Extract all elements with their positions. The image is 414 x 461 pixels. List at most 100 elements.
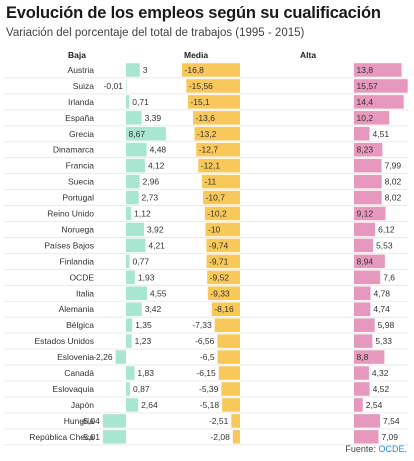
series-header-alta: Alta <box>300 50 316 60</box>
value-label-alta-paises-bajos: 5,53 <box>376 240 393 250</box>
value-label-alta-noruega: 6,12 <box>378 224 395 234</box>
source-suffix: . <box>404 444 407 454</box>
source-prefix: Fuente: <box>345 444 376 454</box>
bar-baja-republica-checa <box>102 430 126 444</box>
bar-media-alemania <box>211 302 240 316</box>
bar-alta-hungria <box>354 414 381 428</box>
value-label-baja-dinamarca: 4,48 <box>150 145 167 155</box>
value-label-media-austria: -16,8 <box>185 65 205 75</box>
category-label-republica-checa: República Checa <box>29 432 94 442</box>
value-label-media-alemania: -8,16 <box>214 304 234 314</box>
value-label-baja-espana: 3,39 <box>145 113 162 123</box>
bar-alta-paises-bajos <box>354 238 374 253</box>
bar-alta-canada <box>354 366 369 380</box>
value-label-media-canada: -6,15 <box>196 368 216 378</box>
value-label-baja-grecia: 8,67 <box>129 129 146 139</box>
value-label-alta-austria: 13,8 <box>357 65 374 75</box>
bar-baja-austria <box>126 63 140 77</box>
category-label-ocde: OCDE <box>69 272 94 282</box>
bar-alta-reino-unido <box>354 206 386 221</box>
value-label-alta-alemania: 4,74 <box>373 304 390 314</box>
bar-media-republica-checa <box>232 430 240 444</box>
value-label-media-ocde: -9,52 <box>210 272 230 282</box>
bar-alta-espana <box>354 111 390 125</box>
category-label-austria: Austria <box>68 65 95 75</box>
category-label-canada: Canadá <box>64 368 94 378</box>
bar-media-estados-unidos <box>217 334 240 348</box>
value-label-baja-irlanda: 0,71 <box>132 97 149 107</box>
bar-media-ocde <box>207 270 240 285</box>
category-label-reino-unido: Reino Unido <box>47 209 94 219</box>
value-label-alta-portugal: 8,02 <box>385 193 402 203</box>
bar-media-suecia <box>202 174 240 189</box>
bar-baja-dinamarca <box>126 142 147 157</box>
bar-media-grecia <box>194 127 240 141</box>
source-link[interactable]: OCDE <box>378 444 405 454</box>
value-label-media-eslovenia: -6,5 <box>200 352 215 362</box>
value-label-alta-espana: 10,2 <box>357 113 374 123</box>
value-label-media-japon: -5,18 <box>200 400 220 410</box>
value-label-media-suiza: -15,56 <box>189 81 213 91</box>
bar-media-irlanda <box>187 95 240 109</box>
value-label-alta-finlandia: 8,94 <box>357 256 374 266</box>
value-label-baja-eslovaquia: 0,87 <box>133 384 150 394</box>
category-label-francia: Francia <box>66 161 95 171</box>
value-label-alta-ocde: 7,6 <box>383 272 395 282</box>
bar-baja-japon <box>126 398 139 412</box>
value-label-media-francia: -12,1 <box>201 161 221 171</box>
bar-baja-hungria <box>102 414 126 428</box>
category-label-espana: España <box>65 113 94 123</box>
bar-baja-canada <box>126 366 135 380</box>
value-label-media-republica-checa: -2,08 <box>210 432 230 442</box>
bar-alta-eslovaquia <box>354 382 370 396</box>
value-label-baja-hungria: -5,04 <box>80 416 100 426</box>
value-label-baja-noruega: 3,92 <box>147 224 164 234</box>
bar-baja-espana <box>126 111 142 125</box>
value-label-baja-finlandia: 0,77 <box>133 256 150 266</box>
category-label-suecia: Suecia <box>68 177 94 187</box>
value-label-alta-dinamarca: 8,23 <box>357 145 374 155</box>
bar-baja-portugal <box>126 190 139 205</box>
bar-media-suiza <box>186 79 240 93</box>
bar-alta-suiza <box>354 79 408 93</box>
bar-baja-estados-unidos <box>126 334 132 348</box>
value-label-baja-suecia: 2,96 <box>143 177 160 187</box>
bar-media-francia <box>198 158 240 173</box>
value-label-media-dinamarca: -12,7 <box>199 145 219 155</box>
category-label-italia: Italia <box>76 288 94 298</box>
source-note: Fuente: OCDE. <box>345 444 407 454</box>
bar-alta-dinamarca <box>354 142 383 157</box>
value-label-baja-austria: 3 <box>143 65 148 75</box>
value-label-baja-japon: 2,64 <box>141 400 158 410</box>
value-label-alta-canada: 4,32 <box>372 368 389 378</box>
bar-baja-reino-unido <box>126 206 132 221</box>
category-label-finlandia: Finlandia <box>60 256 95 266</box>
value-label-alta-italia: 4,78 <box>373 288 390 298</box>
bar-baja-noruega <box>126 222 145 237</box>
value-label-baja-republica-checa: -5,01 <box>81 432 101 442</box>
bar-media-hungria <box>231 414 240 428</box>
value-label-alta-irlanda: 14,4 <box>357 97 374 107</box>
bar-alta-italia <box>354 286 371 301</box>
bar-baja-finlandia <box>126 254 130 269</box>
bar-media-japon <box>222 398 240 412</box>
value-label-baja-eslovenia: -2,26 <box>93 352 113 362</box>
bar-baja-eslovenia <box>115 350 126 364</box>
category-label-estados-unidos: Estados Unidos <box>34 336 94 346</box>
bar-baja-italia <box>126 286 147 301</box>
value-label-baja-italia: 4,55 <box>150 288 167 298</box>
bar-baja-irlanda <box>126 95 130 109</box>
bar-baja-ocde <box>126 270 135 285</box>
value-label-media-paises-bajos: -9,74 <box>209 240 229 250</box>
bar-media-canada <box>218 366 240 380</box>
bar-alta-suecia <box>354 174 382 189</box>
value-label-media-noruega: -10 <box>208 224 221 234</box>
bar-alta-estados-unidos <box>354 334 373 348</box>
bar-alta-ocde <box>354 270 381 285</box>
bar-media-paises-bajos <box>206 238 240 253</box>
bar-alta-belgica <box>354 318 375 332</box>
value-label-media-reino-unido: -10,2 <box>207 209 227 219</box>
bar-baja-francia <box>126 158 145 173</box>
value-label-baja-paises-bajos: 4,21 <box>148 240 165 250</box>
